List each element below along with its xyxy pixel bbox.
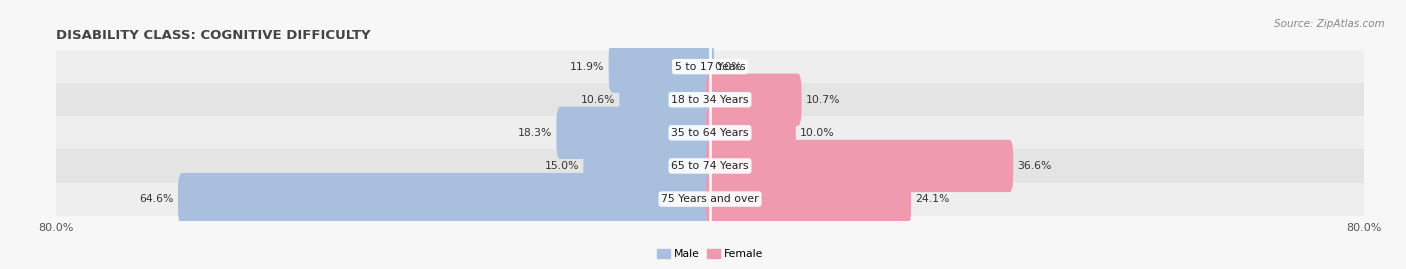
Bar xyxy=(56,182,1364,216)
FancyBboxPatch shape xyxy=(706,74,801,126)
FancyBboxPatch shape xyxy=(619,74,714,126)
Text: 15.0%: 15.0% xyxy=(544,161,579,171)
Text: 0.0%: 0.0% xyxy=(714,62,742,72)
Text: 11.9%: 11.9% xyxy=(571,62,605,72)
FancyBboxPatch shape xyxy=(583,140,714,192)
Text: 35 to 64 Years: 35 to 64 Years xyxy=(671,128,749,138)
Text: 10.7%: 10.7% xyxy=(806,95,841,105)
Bar xyxy=(56,83,1364,116)
Bar xyxy=(56,116,1364,149)
FancyBboxPatch shape xyxy=(557,107,714,159)
Text: 10.0%: 10.0% xyxy=(800,128,835,138)
Text: 75 Years and over: 75 Years and over xyxy=(661,194,759,204)
Text: 65 to 74 Years: 65 to 74 Years xyxy=(671,161,749,171)
Text: 36.6%: 36.6% xyxy=(1018,161,1052,171)
FancyBboxPatch shape xyxy=(609,40,714,93)
Bar xyxy=(56,149,1364,182)
Text: 18 to 34 Years: 18 to 34 Years xyxy=(671,95,749,105)
Text: 5 to 17 Years: 5 to 17 Years xyxy=(675,62,745,72)
Text: Source: ZipAtlas.com: Source: ZipAtlas.com xyxy=(1274,19,1385,29)
Text: 18.3%: 18.3% xyxy=(517,128,553,138)
FancyBboxPatch shape xyxy=(706,173,911,225)
Text: 24.1%: 24.1% xyxy=(915,194,949,204)
FancyBboxPatch shape xyxy=(706,107,796,159)
Legend: Male, Female: Male, Female xyxy=(652,245,768,263)
Text: 10.6%: 10.6% xyxy=(581,95,616,105)
FancyBboxPatch shape xyxy=(179,173,714,225)
Text: 64.6%: 64.6% xyxy=(139,194,174,204)
FancyBboxPatch shape xyxy=(706,140,1014,192)
Text: DISABILITY CLASS: COGNITIVE DIFFICULTY: DISABILITY CLASS: COGNITIVE DIFFICULTY xyxy=(56,29,371,42)
Bar xyxy=(56,50,1364,83)
